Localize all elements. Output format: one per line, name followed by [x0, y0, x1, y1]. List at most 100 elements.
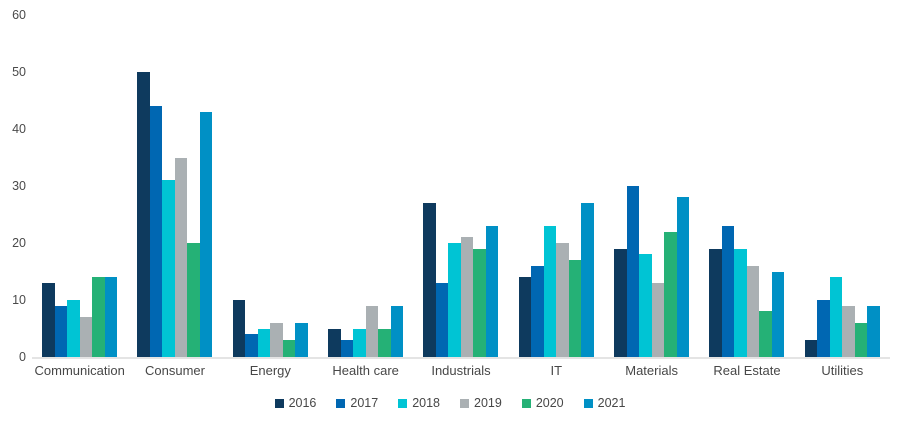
bar-2016: [709, 248, 722, 357]
bar-2021: [771, 271, 785, 357]
y-tick-label: 60: [12, 8, 26, 22]
bar-group-it: [509, 15, 604, 357]
legend-item-2019: 2019: [460, 396, 502, 410]
legend-swatch-icon: [583, 398, 593, 408]
plot-area: [32, 15, 890, 359]
bar-2019: [746, 265, 760, 357]
legend-item-2018: 2018: [398, 396, 440, 410]
legend-label: 2020: [535, 396, 564, 410]
legend: 2016 2017 2018 2019 2020 2021: [0, 396, 900, 410]
bar-2018: [543, 225, 557, 357]
bar-2021: [867, 305, 880, 357]
bar-2020: [664, 231, 677, 357]
bar-2020: [282, 339, 296, 357]
bar-2017: [340, 339, 354, 357]
bar-group-materials: [604, 15, 699, 357]
x-category-label: IT: [550, 363, 563, 378]
bar-2019: [842, 305, 855, 357]
bar-2021: [676, 197, 690, 357]
bar-2020: [187, 243, 200, 357]
bar-2018: [67, 300, 80, 357]
legend-item-2021: 2021: [583, 396, 626, 410]
bar-group-health-care: [318, 15, 413, 357]
legend-label: 2019: [474, 396, 502, 410]
x-category-label: Consumer: [145, 363, 205, 378]
bar-2019: [270, 322, 283, 357]
bar-2018: [829, 277, 843, 357]
bar-2017: [435, 282, 449, 357]
legend-swatch-icon: [398, 398, 408, 408]
bar-2021: [199, 111, 213, 357]
bar-2017: [721, 225, 735, 357]
bar-2021: [104, 277, 118, 357]
bar-2019: [174, 157, 188, 357]
bar-group-energy: [223, 15, 318, 357]
bar-2018: [448, 243, 461, 357]
bar-2017: [245, 334, 258, 357]
bar-group-industrials: [413, 15, 508, 357]
bar-2020: [568, 260, 582, 357]
legend-label: 2016: [288, 396, 317, 410]
bar-2018: [639, 254, 652, 357]
bar-2017: [149, 106, 163, 357]
x-category-label: Materials: [625, 363, 678, 378]
bar-2016: [232, 300, 246, 357]
y-tick-label: 40: [12, 122, 26, 136]
bar-2017: [531, 265, 544, 357]
x-category-label: Health care: [332, 363, 399, 378]
legend-item-2016: 2016: [274, 396, 317, 410]
y-tick-label: 30: [12, 179, 26, 193]
bar-2018: [734, 248, 747, 357]
bar-2016: [328, 328, 341, 357]
bar-group-real-estate: [699, 15, 794, 357]
legend-label: 2021: [597, 396, 626, 410]
bar-group-utilities: [795, 15, 890, 357]
x-category-label: Communication: [34, 363, 125, 378]
bar-group-communication: [32, 15, 127, 357]
y-tick-label: 50: [12, 65, 26, 79]
legend-item-2020: 2020: [521, 396, 564, 410]
bar-2016: [804, 339, 818, 357]
bar-2016: [423, 203, 436, 357]
legend-swatch-icon: [274, 398, 284, 408]
bar-2016: [137, 72, 150, 357]
bar-2017: [54, 305, 68, 357]
legend-swatch-icon: [521, 398, 531, 408]
bar-2020: [854, 322, 868, 357]
bar-2021: [390, 305, 404, 357]
legend-swatch-icon: [460, 398, 469, 408]
bar-2021: [581, 203, 594, 357]
bar-2019: [365, 305, 379, 357]
legend-label: 2018: [412, 396, 440, 410]
bar-2017: [817, 300, 830, 357]
legend-item-2017: 2017: [336, 396, 378, 410]
bar-2017: [626, 186, 640, 357]
x-category-label: Industrials: [431, 363, 491, 378]
x-axis-labels: Communication Consumer Energy Health care In…: [32, 363, 890, 378]
bar-2019: [556, 243, 569, 357]
bar-2018: [353, 328, 366, 357]
bar-2016: [614, 248, 627, 357]
bar-2019: [651, 282, 665, 357]
x-category-label: Real Estate: [713, 363, 781, 378]
bar-group-consumer: [127, 15, 222, 357]
y-tick-label: 20: [12, 236, 26, 250]
bar-2018: [162, 180, 175, 357]
bar-2016: [42, 282, 55, 357]
legend-label: 2017: [350, 396, 379, 410]
bar-2019: [460, 237, 474, 357]
bar-2020: [92, 277, 105, 357]
x-category-label: Utilities: [821, 363, 864, 378]
bar-2020: [378, 328, 391, 357]
x-category-label: Energy: [249, 363, 291, 378]
bar-2018: [257, 328, 271, 357]
bar-2021: [485, 225, 499, 357]
legend-swatch-icon: [336, 398, 346, 408]
bar-2020: [473, 248, 486, 357]
bar-2020: [759, 311, 772, 357]
bar-2021: [295, 322, 308, 357]
y-tick-label: 10: [12, 293, 26, 307]
y-tick-label: 0: [19, 350, 26, 364]
bar-2019: [79, 317, 93, 357]
